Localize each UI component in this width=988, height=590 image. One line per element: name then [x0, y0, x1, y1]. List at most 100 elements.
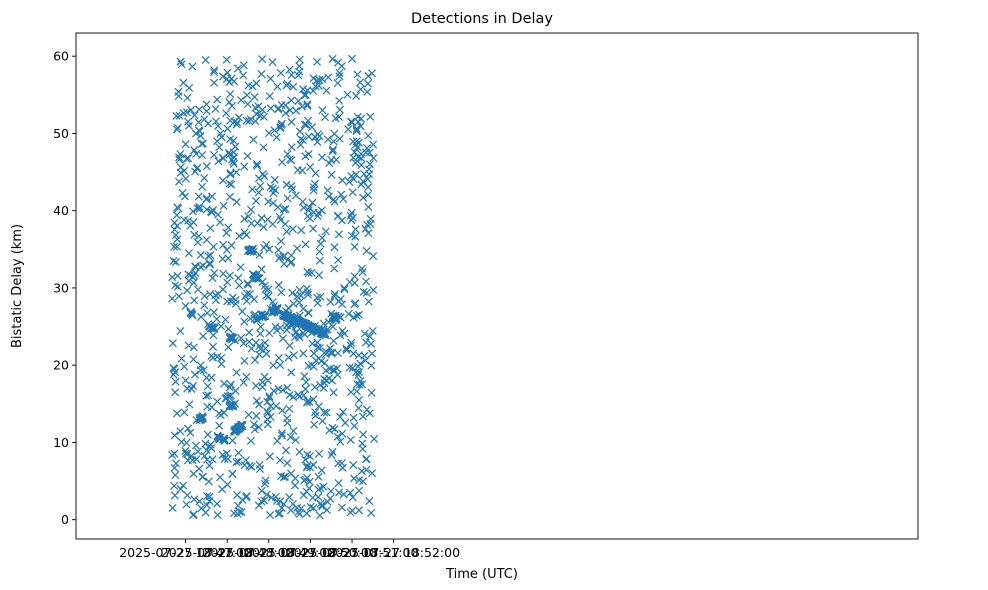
- detection-point: [206, 251, 215, 260]
- detection-point: [324, 374, 334, 383]
- detection-point: [219, 201, 228, 210]
- detection-point: [292, 106, 301, 115]
- detection-point: [243, 91, 252, 100]
- detection-point: [184, 276, 193, 285]
- detection-point: [180, 362, 189, 371]
- detection-point: [266, 412, 275, 421]
- detection-point: [334, 479, 343, 488]
- detection-point: [229, 400, 238, 409]
- detection-point: [299, 203, 308, 212]
- detection-point: [198, 412, 207, 421]
- detection-point: [243, 100, 252, 109]
- detection-point: [208, 206, 218, 215]
- detection-point: [228, 469, 237, 478]
- detection-point: [180, 408, 189, 417]
- detection-point: [221, 436, 230, 445]
- detection-point: [190, 296, 199, 305]
- detection-point: [234, 274, 243, 283]
- detection-point: [172, 459, 181, 468]
- detection-point: [171, 377, 180, 386]
- detection-point: [203, 455, 212, 464]
- detection-point: [189, 343, 198, 352]
- detection-point: [336, 412, 345, 421]
- detection-point: [302, 378, 311, 387]
- detection-point: [234, 457, 243, 466]
- detection-point: [351, 158, 360, 167]
- detection-point: [224, 223, 233, 232]
- detection-point: [229, 402, 238, 411]
- detection-point: [315, 256, 324, 265]
- detection-point: [288, 288, 297, 297]
- detection-point: [229, 148, 238, 157]
- detection-point: [360, 329, 369, 338]
- detection-point: [334, 488, 344, 497]
- detection-point: [208, 192, 217, 201]
- detection-point: [226, 90, 235, 99]
- detection-point: [172, 409, 181, 418]
- detection-point: [203, 382, 212, 391]
- x-axis-label: Time (UTC): [445, 567, 518, 582]
- detection-point: [176, 485, 185, 494]
- detection-point: [265, 392, 274, 401]
- detection-point: [323, 135, 333, 144]
- detection-point: [272, 133, 281, 142]
- detection-point: [328, 54, 337, 63]
- detection-point: [335, 105, 344, 114]
- detection-point: [252, 196, 261, 205]
- detection-point: [290, 481, 300, 490]
- detection-point: [344, 309, 353, 318]
- detection-point: [191, 167, 200, 176]
- detection-point: [257, 265, 266, 274]
- detection-point: [244, 280, 253, 289]
- detection-point: [309, 503, 318, 513]
- detection-point: [205, 497, 214, 506]
- detection-point: [199, 261, 208, 270]
- detection-point: [176, 150, 185, 159]
- detection-point: [266, 511, 275, 520]
- detection-point: [225, 271, 234, 280]
- detection-point: [241, 456, 250, 465]
- detection-point: [168, 339, 177, 348]
- detection-point: [345, 177, 354, 186]
- y-tick-label: 40: [53, 203, 69, 218]
- detection-point: [217, 322, 226, 331]
- detection-point: [326, 494, 335, 503]
- detection-point: [193, 285, 203, 294]
- detection-point: [240, 356, 249, 365]
- detection-point: [354, 138, 363, 147]
- detection-point: [316, 292, 325, 301]
- detection-point: [210, 66, 219, 75]
- detection-point: [206, 290, 215, 299]
- detection-point: [281, 446, 290, 455]
- detection-point: [305, 214, 314, 223]
- detection-point: [347, 216, 356, 225]
- detection-point: [244, 81, 253, 90]
- detection-point: [227, 101, 236, 111]
- detection-point: [190, 111, 199, 120]
- detection-point: [313, 57, 322, 66]
- detection-point: [244, 212, 253, 221]
- detection-point: [256, 464, 265, 474]
- detection-point: [309, 395, 318, 404]
- detection-point: [340, 285, 349, 294]
- detection-point: [253, 161, 262, 170]
- detection-point: [179, 78, 188, 87]
- y-tick-label: 50: [53, 126, 69, 141]
- detection-point: [177, 60, 186, 69]
- detection-point: [249, 135, 258, 144]
- detection-point: [359, 287, 368, 296]
- detection-point: [283, 418, 292, 427]
- detection-point: [316, 239, 325, 248]
- detection-point: [283, 459, 292, 468]
- detection-point: [232, 197, 241, 207]
- detection-point: [258, 105, 267, 114]
- detection-point: [278, 334, 287, 343]
- detection-point: [370, 434, 379, 443]
- detection-point: [200, 115, 209, 124]
- detection-point: [281, 219, 290, 229]
- detection-point: [329, 137, 338, 146]
- detection-point: [337, 459, 346, 468]
- detection-point: [186, 428, 195, 437]
- detection-point: [207, 373, 216, 382]
